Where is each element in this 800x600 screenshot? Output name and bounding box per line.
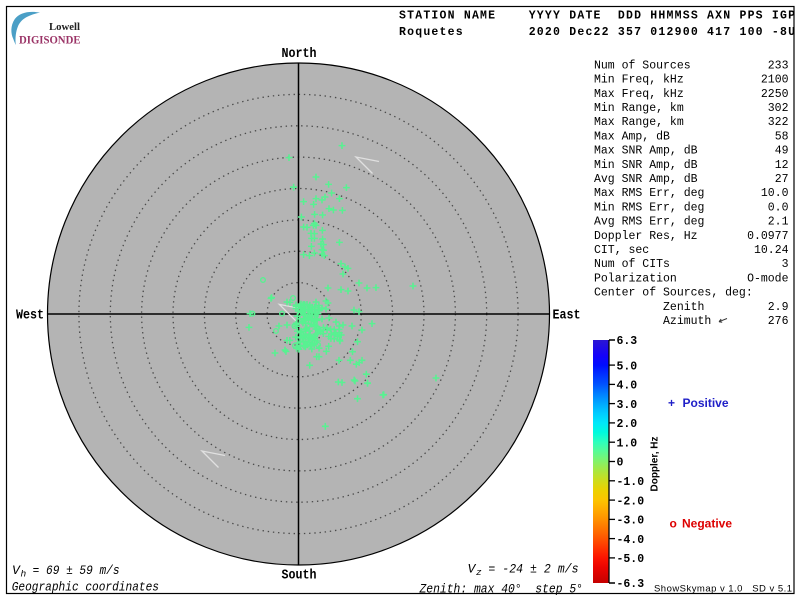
svg-text:+: + xyxy=(668,396,675,410)
svg-text:233: 233 xyxy=(768,59,789,72)
svg-text:Negative: Negative xyxy=(682,517,732,531)
svg-text:West: West xyxy=(16,309,44,324)
svg-text:1.0: 1.0 xyxy=(617,437,638,450)
svg-text:Azimuth: Azimuth xyxy=(594,315,711,328)
svg-text:South: South xyxy=(282,569,317,584)
svg-text:Num of CITs: Num of CITs xyxy=(594,258,670,271)
svg-text:V: V xyxy=(468,562,477,577)
svg-text:DIGISONDE: DIGISONDE xyxy=(19,35,81,47)
svg-text:-1.0: -1.0 xyxy=(617,476,645,489)
svg-text:2100: 2100 xyxy=(761,74,789,87)
svg-text:= -24 ± 2 m/s: = -24 ± 2 m/s xyxy=(482,562,579,577)
svg-text:58: 58 xyxy=(775,130,789,143)
svg-text:0: 0 xyxy=(617,457,624,470)
svg-text:322: 322 xyxy=(768,116,789,129)
svg-text:-2.0: -2.0 xyxy=(617,495,645,508)
svg-text:O-mode: O-mode xyxy=(747,272,789,285)
svg-text:Center of Sources, deg:: Center of Sources, deg: xyxy=(594,287,753,300)
svg-text:Avg RMS Err, deg: Avg RMS Err, deg xyxy=(594,216,704,229)
svg-text:27: 27 xyxy=(775,173,789,186)
svg-text:Max Range, km: Max Range, km xyxy=(594,116,684,129)
svg-text:Min Freq, kHz: Min Freq, kHz xyxy=(594,74,684,87)
svg-text:Min Range, km: Min Range, km xyxy=(594,102,684,115)
svg-text:3.0: 3.0 xyxy=(617,399,638,412)
svg-text:North: North xyxy=(282,47,317,62)
svg-text:2.9: 2.9 xyxy=(768,301,789,314)
svg-text:Zenith: Zenith xyxy=(594,301,704,314)
svg-text:2.1: 2.1 xyxy=(768,216,789,229)
svg-text:276: 276 xyxy=(768,315,789,328)
svg-text:3: 3 xyxy=(782,258,789,271)
svg-text:Positive: Positive xyxy=(683,396,729,410)
svg-text:Roquetes 2020 Dec22 357: Roquetes 2020 Dec22 357 012900 417 100 -… xyxy=(399,26,795,39)
svg-text:0.0977: 0.0977 xyxy=(747,230,788,243)
svg-text:49: 49 xyxy=(775,145,789,158)
svg-text:-5.0: -5.0 xyxy=(617,553,645,566)
svg-text:Zenith: max 40° step 5°: Zenith: max 40° step 5° xyxy=(419,582,583,597)
svg-text:= 69 ± 59 m/s: = 69 ± 59 m/s xyxy=(26,563,120,578)
svg-text:Lowell: Lowell xyxy=(49,22,80,33)
svg-text:Max RMS Err, deg: Max RMS Err, deg xyxy=(594,187,704,200)
svg-text:5.0: 5.0 xyxy=(617,360,638,373)
svg-text:o: o xyxy=(670,517,677,531)
svg-text:V: V xyxy=(12,563,21,578)
svg-text:10.0: 10.0 xyxy=(761,187,789,200)
svg-text:z: z xyxy=(476,567,482,578)
svg-text:2250: 2250 xyxy=(761,88,789,101)
svg-text:Max Amp, dB: Max Amp, dB xyxy=(594,130,670,143)
svg-text:12: 12 xyxy=(775,159,789,172)
svg-text:4.0: 4.0 xyxy=(617,380,638,393)
svg-text:ShowSkymap v 1.0 SD v 5.1: ShowSkymap v 1.0 SD v 5.1 xyxy=(654,584,792,595)
svg-text:Avg SNR Amp, dB: Avg SNR Amp, dB xyxy=(594,173,698,186)
svg-text:2.0: 2.0 xyxy=(617,418,638,431)
svg-text:Doppler, Hz: Doppler, Hz xyxy=(650,436,661,491)
svg-text:STATION NAME YYYY DATE DDD: STATION NAME YYYY DATE DDD HHMMSS AXN PP… xyxy=(399,10,795,23)
svg-text:Min SNR Amp, dB: Min SNR Amp, dB xyxy=(594,159,698,172)
svg-text:6.3: 6.3 xyxy=(617,335,638,348)
svg-text:Polarization: Polarization xyxy=(594,272,677,285)
svg-text:East: East xyxy=(553,309,581,324)
svg-text:-6.3: -6.3 xyxy=(617,578,645,591)
svg-text:Num of Sources: Num of Sources xyxy=(594,59,691,72)
svg-text:-4.0: -4.0 xyxy=(617,534,645,547)
svg-text:Max Freq, kHz: Max Freq, kHz xyxy=(594,88,684,101)
svg-text:-3.0: -3.0 xyxy=(617,515,645,528)
svg-text:302: 302 xyxy=(768,102,789,115)
svg-text:10.24: 10.24 xyxy=(754,244,789,257)
svg-text:0.0: 0.0 xyxy=(768,201,789,214)
svg-text:Min RMS Err, deg: Min RMS Err, deg xyxy=(594,201,704,214)
svg-text:h: h xyxy=(21,569,27,580)
svg-text:Geographic coordinates: Geographic coordinates xyxy=(12,579,159,594)
svg-text:Max SNR Amp, dB: Max SNR Amp, dB xyxy=(594,145,698,158)
svg-text:CIT, sec: CIT, sec xyxy=(594,244,649,257)
svg-text:Doppler Res, Hz: Doppler Res, Hz xyxy=(594,230,698,243)
